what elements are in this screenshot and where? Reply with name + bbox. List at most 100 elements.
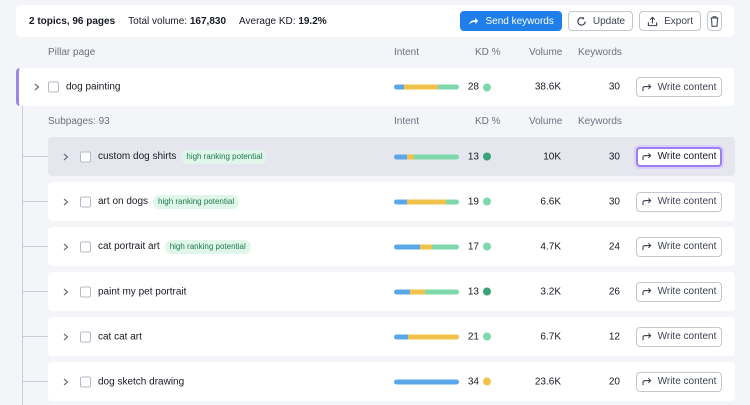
tree-branch xyxy=(22,336,48,337)
tree-branch xyxy=(22,291,48,292)
update-label: Update xyxy=(592,15,626,27)
write-content-button[interactable]: Write content xyxy=(636,146,722,167)
volume-value: 4.7K xyxy=(540,241,561,252)
keyword-label: paint my pet portrait xyxy=(98,286,187,297)
intent-informational xyxy=(394,84,405,90)
intent-commercial xyxy=(408,334,459,339)
summary-bar: 2 topics, 96 pages Total volume: 167,830… xyxy=(16,5,734,37)
intent-transactional xyxy=(413,154,459,159)
intent-bar xyxy=(394,379,459,384)
intent-informational xyxy=(394,199,407,204)
subpage-row[interactable]: cat cat art 21 6.7K 12 Write content xyxy=(48,317,735,356)
intent-informational xyxy=(394,289,411,294)
keyword-label: art on dogs xyxy=(98,196,149,207)
intent-transactional xyxy=(446,199,459,204)
intent-informational xyxy=(394,334,409,339)
subpage-row[interactable]: dog sketch drawing 34 23.6K 20 Write content xyxy=(48,362,735,401)
subpage-keyword[interactable]: art on dogs high ranking potential xyxy=(98,194,240,209)
subpage-keyword[interactable]: paint my pet portrait xyxy=(98,286,186,297)
row-checkbox[interactable] xyxy=(80,376,91,387)
pillar-keyword[interactable]: dog painting xyxy=(66,81,121,93)
redo-arrow-icon xyxy=(642,83,652,91)
intent-bar xyxy=(394,244,459,249)
export-button[interactable]: Export xyxy=(639,11,701,31)
row-checkbox[interactable] xyxy=(80,331,91,342)
update-button[interactable]: Update xyxy=(567,11,634,31)
row-checkbox[interactable] xyxy=(80,241,91,252)
export-icon xyxy=(647,16,658,26)
send-keywords-label: Send keywords xyxy=(485,15,554,27)
row-checkbox[interactable] xyxy=(80,151,91,162)
ranking-badge: high ranking potential xyxy=(181,149,268,164)
write-content-label: Write content xyxy=(657,151,717,162)
intent-commercial xyxy=(407,154,414,159)
ranking-badge: high ranking potential xyxy=(153,194,240,209)
write-content-button[interactable]: Write content xyxy=(636,371,722,392)
intent-bar xyxy=(394,154,459,159)
keywords-count: 30 xyxy=(608,196,620,207)
subpage-keyword[interactable]: cat portrait art high ranking potential xyxy=(98,239,251,254)
col-intent: Intent xyxy=(394,47,420,58)
intent-transactional xyxy=(438,84,459,90)
write-content-label: Write content xyxy=(657,286,717,297)
write-content-label: Write content xyxy=(657,241,717,252)
row-checkbox[interactable] xyxy=(80,286,91,297)
chevron-right-icon[interactable] xyxy=(61,152,71,162)
kd-indicator-icon xyxy=(483,242,491,251)
kd-value: 28 xyxy=(461,82,491,93)
intent-commercial xyxy=(410,289,425,294)
tree-branch xyxy=(22,381,48,382)
subpage-keyword[interactable]: cat cat art xyxy=(98,331,142,342)
send-keywords-button[interactable]: Send keywords xyxy=(460,11,562,31)
pillar-row[interactable]: dog painting 28 38.6K 30 Write content xyxy=(16,68,734,106)
chevron-right-icon[interactable] xyxy=(61,287,71,297)
chevron-right-icon[interactable] xyxy=(61,242,71,252)
write-content-label: Write content xyxy=(657,331,717,342)
redo-arrow-icon xyxy=(642,242,652,251)
keywords-count: 26 xyxy=(608,286,620,297)
volume-value: 10K xyxy=(543,151,561,162)
subpage-row[interactable]: paint my pet portrait 13 3.2K 26 Write conte… xyxy=(48,272,735,311)
row-checkbox[interactable] xyxy=(80,196,91,207)
intent-informational xyxy=(394,154,407,159)
intent-transactional xyxy=(424,289,459,294)
intent-bar xyxy=(394,199,459,204)
keywords-count: 12 xyxy=(608,331,620,342)
chevron-right-icon[interactable] xyxy=(32,82,42,92)
subpage-row[interactable]: cat portrait art high ranking potential 17… xyxy=(48,227,735,266)
intent-commercial xyxy=(404,84,439,90)
intent-commercial xyxy=(407,199,446,204)
average-kd: Average KD: 19.2% xyxy=(239,15,327,27)
share-arrow-icon xyxy=(469,17,479,25)
chevron-right-icon[interactable] xyxy=(61,377,71,387)
col-kd-sub: KD % xyxy=(475,116,501,127)
col-intent-sub: Intent xyxy=(394,116,420,127)
write-content-button[interactable]: Write content xyxy=(636,281,722,302)
subpage-row[interactable]: custom dog shirts high ranking potential 1… xyxy=(48,137,735,176)
chevron-right-icon[interactable] xyxy=(61,332,71,342)
volume-value: 6.6K xyxy=(540,196,561,207)
kd-indicator-icon xyxy=(483,83,491,91)
write-content-button[interactable]: Write content xyxy=(636,326,722,347)
write-content-button[interactable]: Write content xyxy=(636,77,722,97)
write-content-button[interactable]: Write content xyxy=(636,191,722,212)
col-volume-sub: Volume xyxy=(529,116,563,127)
row-checkbox[interactable] xyxy=(48,81,59,93)
chevron-right-icon[interactable] xyxy=(61,197,71,207)
write-content-button[interactable]: Write content xyxy=(636,236,722,257)
topics-pages-count: 2 topics, 96 pages xyxy=(29,15,116,27)
volume-value: 6.7K xyxy=(540,331,561,342)
trash-icon xyxy=(710,15,719,27)
subpage-keyword[interactable]: dog sketch drawing xyxy=(98,376,184,387)
keyword-label: cat cat art xyxy=(98,331,142,342)
keyword-label: custom dog shirts xyxy=(98,151,177,162)
subpage-keyword[interactable]: custom dog shirts high ranking potential xyxy=(98,149,268,164)
keywords-count: 20 xyxy=(608,376,620,387)
keywords-count: 30 xyxy=(608,151,620,162)
subpage-row[interactable]: art on dogs high ranking potential 19 6.6K 3… xyxy=(48,182,735,221)
kd-value: 19 xyxy=(461,196,491,207)
delete-button[interactable] xyxy=(707,11,722,31)
export-label: Export xyxy=(664,15,693,27)
kd-value: 17 xyxy=(461,241,491,252)
kd-value: 34 xyxy=(461,376,491,387)
